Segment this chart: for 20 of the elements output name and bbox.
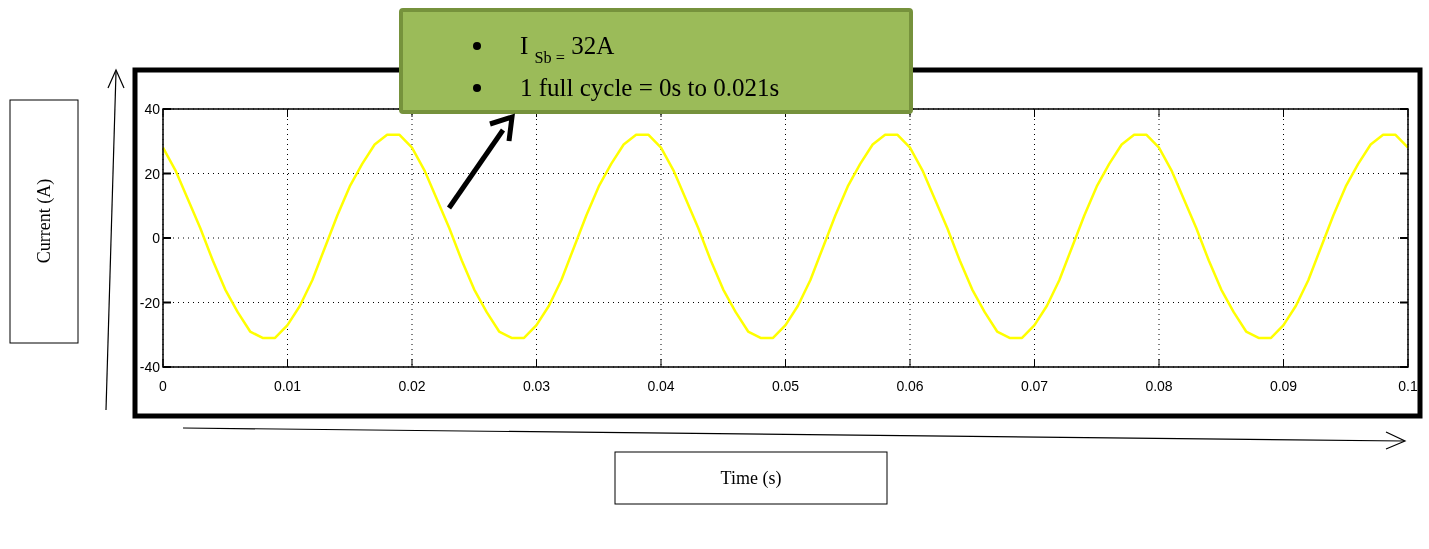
y-tick-label: -20 [139, 294, 161, 311]
y-tick-label: 40 [144, 101, 161, 117]
x-tick-label: 0.03 [522, 378, 551, 394]
y-tick-label: 0 [152, 230, 161, 246]
x-tick-label: 0.02 [398, 378, 426, 394]
x-tick-label: 0.06 [896, 378, 924, 394]
y-tick-label: -40 [139, 359, 161, 375]
y-axis-title: Current (A) [34, 178, 55, 264]
y-tick-label: 20 [144, 165, 161, 182]
x-tick-label: 0.04 [647, 378, 675, 394]
line-series [161, 133, 1410, 340]
x-tick-label: 0.01 [273, 378, 302, 394]
x-tick-label: 0.08 [1145, 378, 1173, 394]
x-tick-label: 0.09 [1269, 378, 1298, 394]
x-tick-label: 0.07 [1020, 378, 1049, 394]
x-tick-label: 0.1 [1398, 378, 1418, 394]
text: I $_{Sb =}$ 32A [520, 32, 615, 67]
x-axis-title: Time (s) [720, 468, 782, 489]
text: 1 full cycle = 0s to 0.021s [520, 74, 780, 101]
x-tick-label: 0.05 [771, 378, 800, 394]
